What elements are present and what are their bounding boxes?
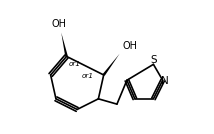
Text: S: S <box>150 55 157 65</box>
Text: or1: or1 <box>82 73 94 79</box>
Text: N: N <box>161 76 169 86</box>
Text: OH: OH <box>122 41 137 51</box>
Text: OH: OH <box>51 18 66 29</box>
Polygon shape <box>61 33 68 57</box>
Text: or1: or1 <box>68 61 80 67</box>
Polygon shape <box>103 54 120 76</box>
